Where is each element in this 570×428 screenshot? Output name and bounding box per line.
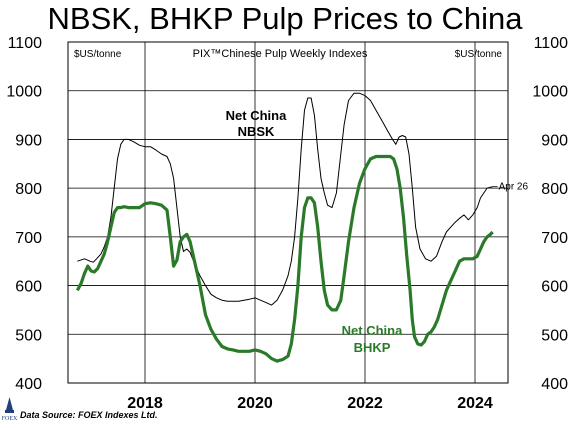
series-label-nbsk: NBSK [238,124,275,139]
y-tick-label-right: 600 [541,279,568,296]
y-tick-label-left: 700 [15,230,42,247]
y-tick-label-left: 800 [15,181,42,198]
y-tick-label-right: 800 [541,181,568,198]
y-tick-label-left: 1000 [6,84,42,101]
y-tick-label-right: 900 [541,132,568,149]
series-label-bhkp: Net China [342,323,403,338]
y-tick-label-right: 1100 [534,35,569,52]
chart-title: NBSK, BHKP Pulp Prices to China [47,1,523,36]
y-unit-label-right: $US/tonne [455,49,503,60]
y-tick-label-left: 500 [15,327,42,344]
series-line-nbsk [77,92,493,306]
y-tick-label-right: 700 [541,230,568,247]
series-label-bhkp: BHKP [354,340,391,355]
series-layer [75,92,494,363]
y-tick-label-right: 400 [541,376,568,393]
x-tick-label: 2022 [347,395,383,412]
y-tick-label-right: 500 [541,327,568,344]
y-tick-label-right: 1000 [532,84,568,101]
foex-logo-icon: FOEX [2,397,18,422]
data-source-note: Data Source: FOEX Indexes Ltd. [20,410,158,420]
svg-text:FOEX: FOEX [2,416,18,422]
y-axis-right: 1100 1000 900 800 700 600 500 400 [532,35,568,393]
chart-subtitle: PIX™Chinese Pulp Weekly Indexes [193,48,368,60]
plot-area [67,41,509,384]
series-line-bhkp [75,154,494,363]
x-axis: 2018 2020 2022 2024 [127,395,493,412]
end-date-label: Apr 26 [499,182,529,193]
y-tick-label-left: 400 [15,376,42,393]
x-tick-label: 2024 [457,395,493,412]
x-tick-label: 2018 [127,395,163,412]
x-tick-label: 2020 [237,395,273,412]
y-tick-label-left: 900 [15,132,42,149]
y-tick-label-left: 1100 [8,35,43,52]
y-unit-label-left: $US/tonne [74,49,122,60]
series-label-nbsk: Net China [226,108,287,123]
gridlines [68,90,508,335]
x-gridlines [144,42,476,383]
y-tick-label-left: 600 [15,279,42,296]
y-axis-left: 1100 1000 900 800 700 600 500 400 [6,35,42,393]
